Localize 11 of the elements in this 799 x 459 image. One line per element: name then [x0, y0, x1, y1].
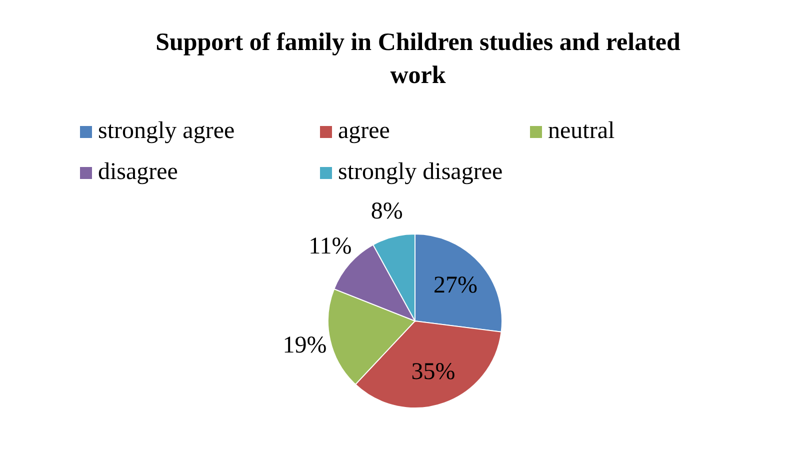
legend-label: strongly disagree	[337, 159, 504, 186]
legend-label: agree	[337, 118, 391, 145]
chart-title: Support of family in Children studies and related work	[154, 28, 682, 91]
data-label: 19%	[282, 332, 327, 359]
data-label: 27%	[433, 272, 478, 298]
data-label: 35%	[411, 358, 456, 385]
legend-label: strongly agree	[97, 118, 236, 145]
legend-label: neutral	[547, 118, 616, 145]
data-label: 8%	[370, 198, 403, 225]
data-label: 11%	[308, 233, 352, 260]
legend-label: disagree	[97, 159, 179, 186]
